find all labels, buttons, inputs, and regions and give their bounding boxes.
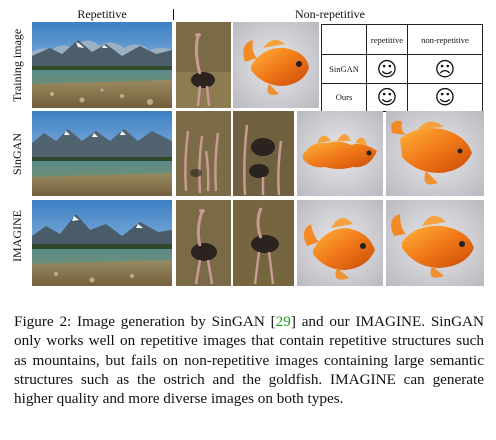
imagine-goldfish-result-1-image xyxy=(297,200,383,286)
citation-link[interactable]: 29 xyxy=(275,313,291,330)
training-goldfish-image xyxy=(233,22,319,108)
imagine-goldfish-result-2-image xyxy=(386,200,484,286)
singan-mountain-result-image xyxy=(32,111,172,196)
table-row-ours: Ours ☺ ☺ xyxy=(321,82,484,112)
table-corner-cell xyxy=(321,24,367,55)
imagine-ostrich-result-1-image xyxy=(176,200,231,286)
singan-goldfish-result-1-image xyxy=(297,111,383,196)
figure-caption: Figure 2: Image generation by SinGAN [29… xyxy=(14,312,484,408)
singan-goldfish-result-2-image xyxy=(386,111,484,196)
row-label-training: Training image xyxy=(10,28,24,102)
comparison-table: repetitive non-repetitive SinGAN ☺ ☹ Our… xyxy=(321,24,484,112)
imagine-mountain-result-image xyxy=(32,200,172,286)
header-non-repetitive: Non-repetitive xyxy=(295,7,365,21)
smiley-face-icon: ☺ xyxy=(376,56,398,81)
header-divider xyxy=(173,9,174,20)
training-mountain-lake-image xyxy=(32,22,172,108)
table-row-label: Ours xyxy=(321,82,367,112)
sad-face-icon: ☹ xyxy=(434,56,456,81)
table-row-label: SinGAN xyxy=(321,54,367,84)
smiley-face-icon: ☺ xyxy=(434,85,456,110)
table-header-repetitive: repetitive xyxy=(366,24,408,55)
singan-ostrich-result-1-image xyxy=(176,111,231,196)
singan-ostrich-result-2-image xyxy=(233,111,294,196)
header-repetitive: Repetitive xyxy=(77,7,127,21)
training-ostrich-image xyxy=(176,22,231,108)
table-row-singan: SinGAN ☺ ☹ xyxy=(321,54,484,84)
caption-suffix: ] and our IMAGINE. SinGAN only works wel… xyxy=(14,313,484,408)
imagine-ostrich-result-2-image xyxy=(233,200,294,286)
caption-prefix: Figure 2: Image generation by SinGAN [ xyxy=(14,313,276,330)
table-header-non-repetitive: non-repetitive xyxy=(406,24,484,55)
row-label-singan: SinGAN xyxy=(10,132,24,175)
smiley-face-icon: ☺ xyxy=(376,85,398,110)
row-label-imagine: IMAGINE xyxy=(10,210,24,262)
